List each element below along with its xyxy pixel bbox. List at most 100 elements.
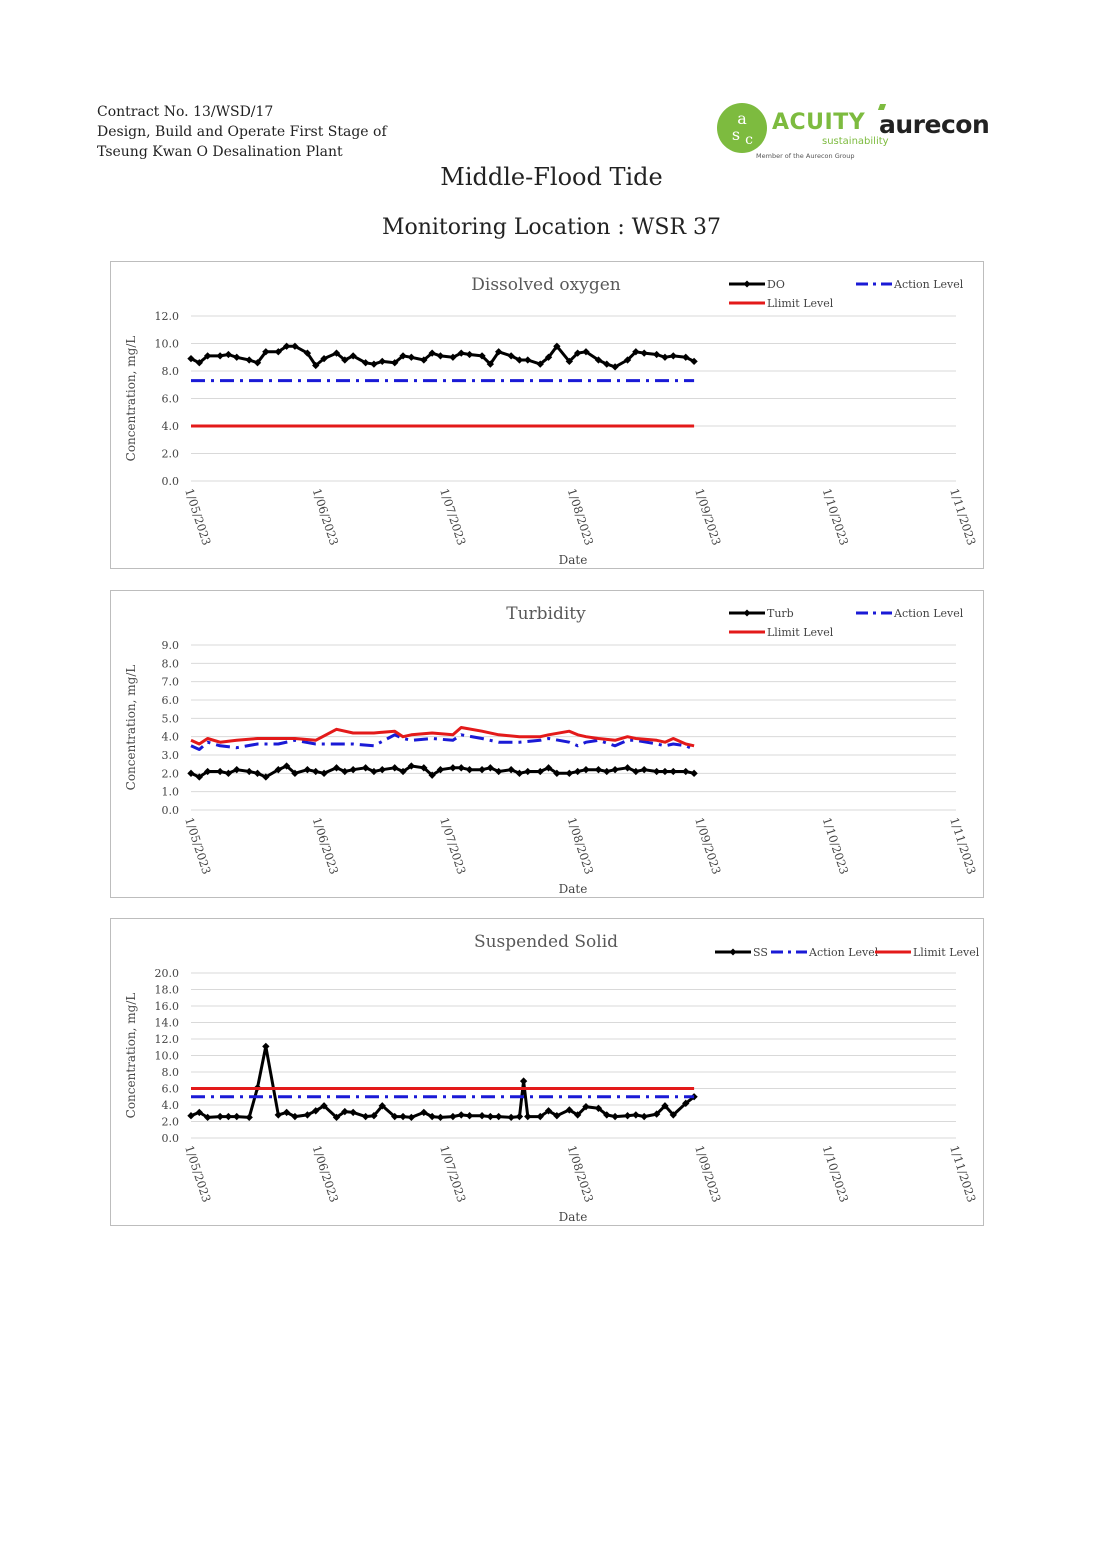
y-tick-label: 2.0 xyxy=(162,448,180,461)
data-point xyxy=(690,769,698,778)
data-point xyxy=(465,1112,474,1120)
data-point xyxy=(594,356,603,364)
data-point xyxy=(524,767,532,776)
chart-title: Suspended Solid xyxy=(474,932,618,952)
data-point xyxy=(603,767,611,776)
y-tick-label: 0.0 xyxy=(162,1132,180,1145)
acuity-wordmark: ACUITY xyxy=(772,110,866,135)
x-axis-label: Date xyxy=(559,553,588,567)
data-point xyxy=(536,1112,544,1121)
series-line-ss xyxy=(190,1044,696,1119)
data-point xyxy=(224,1112,233,1121)
data-point xyxy=(449,1112,457,1121)
data-point xyxy=(565,1106,574,1114)
x-tick-label: 1/08/2023 xyxy=(565,816,597,876)
data-point xyxy=(690,357,698,366)
data-point xyxy=(436,352,445,360)
data-point xyxy=(391,1112,399,1121)
data-point xyxy=(203,352,212,360)
legend-label: Llimit Level xyxy=(767,626,834,639)
y-tick-label: 16.0 xyxy=(155,1000,180,1013)
svg-text:s: s xyxy=(732,125,740,144)
data-point xyxy=(436,1113,445,1122)
y-tick-label: 2.0 xyxy=(162,1116,180,1129)
x-tick-label: 1/10/2023 xyxy=(820,487,852,547)
data-point xyxy=(573,767,582,776)
data-point xyxy=(187,354,195,363)
data-point xyxy=(391,359,399,367)
x-tick-label: 1/07/2023 xyxy=(437,487,469,547)
x-tick-label: 1/06/2023 xyxy=(310,816,342,876)
y-tick-label: 10.0 xyxy=(155,338,180,351)
data-point xyxy=(361,359,370,367)
contract-description: Design, Build and Operate First Stage of xyxy=(97,124,387,140)
data-point xyxy=(515,356,524,364)
y-tick-label: 7.0 xyxy=(162,676,180,689)
data-point xyxy=(478,765,486,774)
legend-label: Llimit Level xyxy=(913,946,980,959)
data-point xyxy=(652,1110,661,1118)
x-tick-label: 1/08/2023 xyxy=(565,1144,597,1204)
data-point xyxy=(682,1099,690,1108)
data-point xyxy=(465,765,474,774)
x-tick-label: 1/05/2023 xyxy=(182,487,214,547)
data-point xyxy=(669,352,677,360)
data-point xyxy=(449,764,457,772)
y-tick-label: 0.0 xyxy=(162,475,180,488)
data-point xyxy=(370,767,378,776)
y-tick-label: 3.0 xyxy=(162,749,180,762)
legend-label: SS xyxy=(753,946,768,959)
data-point xyxy=(661,353,669,361)
data-point xyxy=(632,1111,640,1119)
data-point xyxy=(640,349,648,357)
chart-svg: 0.0 2.0 4.0 6.0 8.0 10.0 12.0 14.0 16.0 18.0 20.0 1… xyxy=(124,932,980,1224)
data-point xyxy=(494,348,503,356)
data-point xyxy=(457,764,465,772)
data-point xyxy=(233,1112,241,1121)
data-point xyxy=(378,765,386,774)
data-point xyxy=(378,1102,386,1110)
y-tick-label: 12.0 xyxy=(155,310,180,323)
data-point xyxy=(582,765,590,774)
data-point xyxy=(407,762,416,770)
data-point xyxy=(544,764,553,772)
data-point xyxy=(632,767,640,776)
data-point xyxy=(274,348,282,356)
y-tick-label: 2.0 xyxy=(162,767,180,780)
y-tick-label: 5.0 xyxy=(162,712,180,725)
x-tick-label: 1/10/2023 xyxy=(820,1144,852,1204)
y-tick-label: 4.0 xyxy=(162,1099,180,1112)
data-point xyxy=(640,1112,648,1121)
data-point xyxy=(361,1112,370,1121)
chart-suspended-solid: 0.0 2.0 4.0 6.0 8.0 10.0 12.0 14.0 16.0 18.0 20.0 1… xyxy=(110,918,984,1226)
legend-label: Action Level xyxy=(808,946,879,959)
y-tick-label: 8.0 xyxy=(162,1066,180,1079)
y-tick-label: 6.0 xyxy=(162,694,180,707)
y-tick-label: 14.0 xyxy=(155,1017,180,1030)
x-tick-label: 1/07/2023 xyxy=(437,816,469,876)
y-tick-label: 1.0 xyxy=(162,786,180,799)
data-point xyxy=(349,1108,357,1117)
y-tick-label: 4.0 xyxy=(162,731,180,744)
data-point xyxy=(652,350,661,359)
x-tick-label: 1/06/2023 xyxy=(310,1144,342,1204)
data-point xyxy=(524,1112,532,1121)
data-point xyxy=(661,767,669,776)
y-tick-label: 4.0 xyxy=(162,420,180,433)
x-tick-label: 1/05/2023 xyxy=(182,1144,214,1204)
series-line-llimit-level xyxy=(190,726,695,748)
plant-name: Tseung Kwan O Desalination Plant xyxy=(97,144,343,160)
data-point xyxy=(312,767,320,776)
legend-label: Action Level xyxy=(893,607,964,620)
x-tick-label: 1/10/2023 xyxy=(820,816,852,876)
x-tick-label: 1/09/2023 xyxy=(692,816,724,876)
y-tick-label: 10.0 xyxy=(155,1050,180,1063)
legend-label: Llimit Level xyxy=(767,297,834,310)
contract-number: Contract No. 13/WSD/17 xyxy=(97,104,274,120)
legend-label: DO xyxy=(767,278,785,291)
data-point xyxy=(407,353,416,361)
chart-svg: 0.0 1.0 2.0 3.0 4.0 5.0 6.0 7.0 8.0 9.0 1/05/2023 1… xyxy=(124,604,979,896)
legend-label: Action Level xyxy=(893,278,964,291)
x-tick-label: 1/09/2023 xyxy=(692,487,724,547)
data-point xyxy=(565,769,574,778)
